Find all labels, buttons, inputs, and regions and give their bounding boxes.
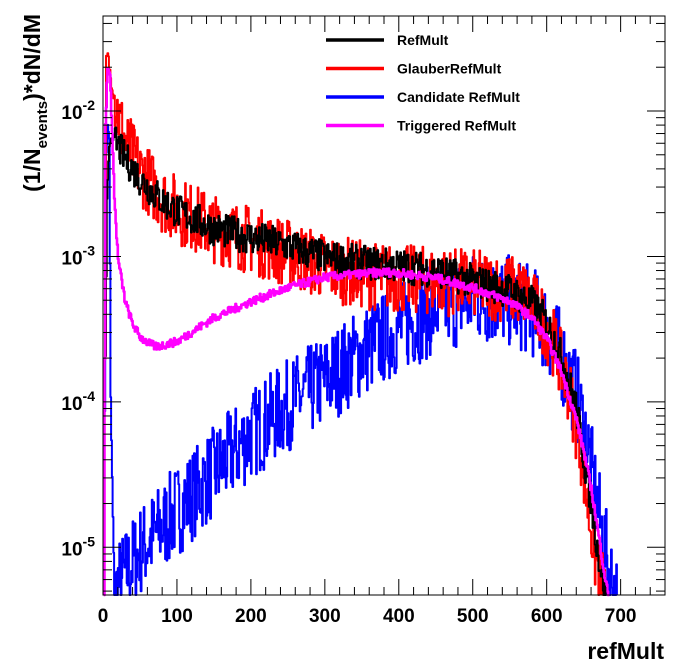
axis-ticks [102,16,665,595]
x-axis-title: refMult [587,638,664,664]
x-tick-label: 200 [235,606,267,627]
y-tick-exponent: -4 [83,388,96,404]
y-tick-base: 10 [61,394,82,415]
legend-label: Triggered RefMult [397,118,516,134]
y-axis-title: (1/Nevents)*dN/dM [19,14,51,192]
x-tick-labels: 0 100 200 300 400 500 600 700 [98,606,637,627]
x-tick-label: 300 [309,606,341,627]
x-tick-label: 600 [531,606,563,627]
legend-label: Candidate RefMult [397,89,520,105]
y-tick-label: 10-5 [61,533,95,560]
x-tick-label: 0 [98,606,109,627]
y-tick-exponent: -3 [83,242,96,258]
y-tick-exponent: -5 [83,533,96,549]
series-line-refmult [105,126,607,596]
x-tick-label: 700 [605,606,637,627]
y-axis-title-prefix: (1/N [19,148,45,191]
legend: RefMult GlauberRefMult Candidate RefMult Tr… [326,32,520,134]
y-tick-exponent: -2 [83,97,96,113]
legend-label: RefMult [397,32,449,48]
y-tick-base: 10 [61,103,82,124]
y-tick-label: 10-4 [61,388,95,415]
y-tick-label: 10-2 [61,97,95,124]
y-tick-base: 10 [61,539,82,560]
x-tick-label: 500 [457,606,489,627]
legend-label: GlauberRefMult [397,61,502,77]
series-line-triggered-refmult [103,67,611,597]
x-tick-label: 400 [383,606,415,627]
y-axis-title-suffix: )*dN/dM [19,14,45,101]
x-tick-label: 100 [161,606,193,627]
y-axis-title-subscript: events [34,101,51,149]
y-tick-labels: 10-510-410-310-2 [61,97,95,560]
y-tick-base: 10 [61,248,82,269]
series-group [103,52,618,597]
y-tick-label: 10-3 [61,242,95,269]
